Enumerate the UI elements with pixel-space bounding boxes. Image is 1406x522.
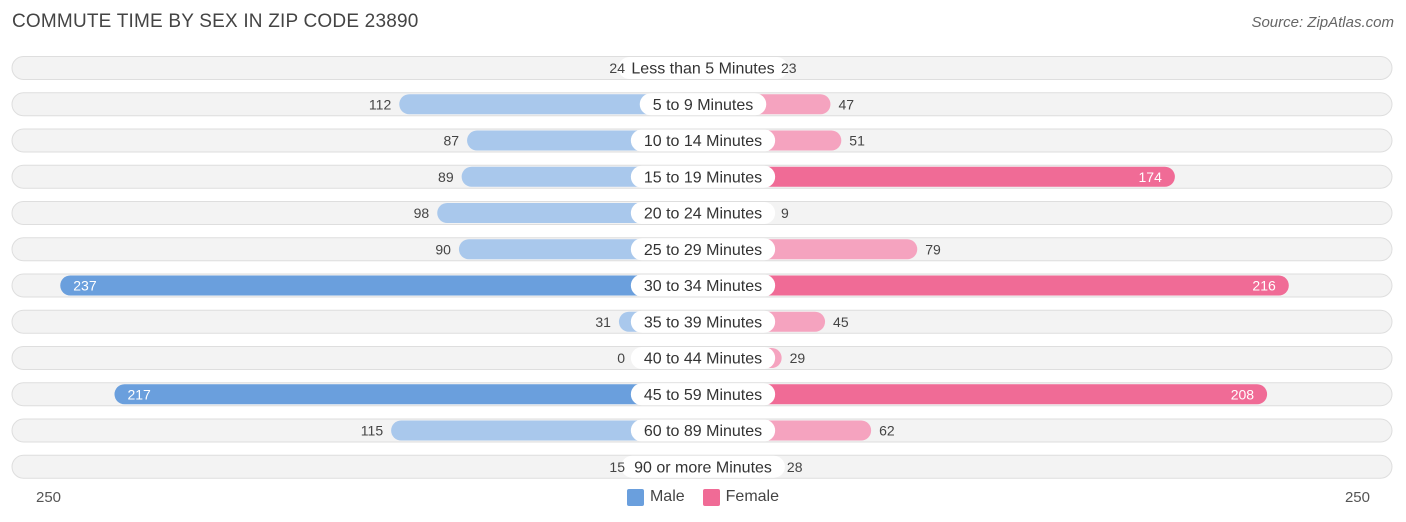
category-pill [618,57,788,79]
category-pill [630,310,776,333]
female-value-label: 23 [781,60,797,76]
female-bar [703,384,1268,405]
legend-swatch-female [702,488,720,506]
legend-item-male: Male [626,488,685,506]
axis-left-label: 250 [36,489,62,506]
male-value-label: 31 [595,314,611,330]
female-value-label: 62 [879,423,895,439]
category-pill [630,129,776,152]
male-value-label: 237 [73,278,97,294]
female-value-label: 51 [849,133,865,149]
male-bar [399,94,703,115]
male-value-label: 87 [443,133,459,149]
axis-right-label: 250 [1344,489,1370,506]
female-value-label: 9 [781,205,789,221]
category-pill [630,347,776,369]
female-value-label: 29 [790,350,806,366]
category-pill [639,93,767,116]
legend: Male Female [0,488,1406,506]
male-value-label: 24 [609,60,625,76]
female-value-label: 45 [833,314,849,330]
category-label: 25 to 29 Minutes [644,242,762,259]
male-value-label: 112 [369,96,392,112]
legend-label-female: Female [725,488,780,505]
legend-item-female: Female [702,488,780,506]
female-value-label: 28 [787,459,803,475]
male-value-label: 0 [617,350,625,366]
male-bar [60,275,704,296]
category-label: Less than 5 Minutes [631,61,774,78]
source-label: Source: ZipAtlas.com [1251,14,1394,31]
category-pill [621,455,785,478]
category-pill [630,419,776,442]
female-value-label: 47 [838,96,854,112]
category-label: 35 to 39 Minutes [644,314,762,331]
category-label: 60 to 89 Minutes [644,423,762,440]
category-pill [630,274,776,297]
category-label: 90 or more Minutes [634,459,772,476]
male-value-label: 15 [609,459,625,475]
male-value-label: 89 [438,169,454,185]
male-value-label: 90 [435,241,451,257]
category-pill [630,202,776,224]
female-bar [703,166,1175,187]
category-label: 40 to 44 Minutes [644,351,762,368]
male-value-label: 115 [361,423,384,439]
male-bar [391,420,703,441]
legend-swatch-male [626,488,644,506]
chart-title: COMMUTE TIME BY SEX IN ZIP CODE 23890 [12,11,419,32]
male-bar [114,384,704,405]
category-pill [630,165,776,188]
female-value-label: 208 [1231,386,1255,402]
female-bar [703,275,1289,296]
category-pill [630,383,776,406]
male-value-label: 217 [127,386,151,402]
category-label: 45 to 59 Minutes [644,387,762,404]
category-label: 20 to 24 Minutes [644,206,762,223]
category-label: 30 to 34 Minutes [644,278,762,295]
category-label: 5 to 9 Minutes [653,97,754,114]
female-value-label: 79 [925,241,941,257]
category-label: 10 to 14 Minutes [644,133,762,150]
female-value-label: 216 [1252,278,1276,294]
category-pill [630,238,776,261]
category-label: 15 to 19 Minutes [644,169,762,186]
female-value-label: 174 [1139,169,1163,185]
legend-label-male: Male [649,488,685,505]
male-value-label: 98 [414,205,430,221]
